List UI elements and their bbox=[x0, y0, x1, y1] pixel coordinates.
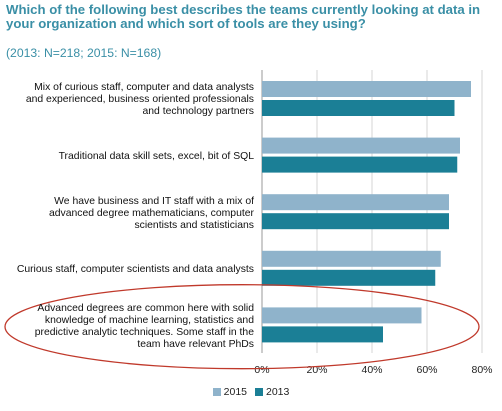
x-tick-label-0: 0% bbox=[254, 364, 269, 376]
category-label-2: Traditional data skill sets, excel, bit … bbox=[58, 150, 254, 162]
bar-2015-1 bbox=[262, 81, 471, 97]
bar-2013-2 bbox=[262, 156, 458, 173]
legend-swatch-2015 bbox=[212, 388, 221, 396]
x-tick-label-2: 40% bbox=[361, 364, 382, 376]
category-label-3: We have business and IT staff with a mix… bbox=[48, 195, 254, 231]
bar-2015-5 bbox=[262, 307, 422, 324]
legend: 2015 2013 bbox=[0, 386, 502, 398]
bar-2013-1 bbox=[262, 100, 455, 116]
bar-2015-3 bbox=[262, 194, 449, 211]
category-label-4: Curious staff, computer scientists and d… bbox=[16, 264, 254, 276]
bar-2015-2 bbox=[262, 137, 460, 154]
chart-title: Which of the following best describes th… bbox=[6, 2, 481, 31]
x-tick-label-4: 80% bbox=[471, 364, 492, 376]
legend-label-2013: 2013 bbox=[266, 386, 290, 398]
bar-2013-3 bbox=[262, 213, 449, 230]
bar-2013-5 bbox=[262, 326, 383, 343]
annotation-ellipse bbox=[4, 284, 480, 370]
bar-2013-4 bbox=[262, 269, 436, 286]
legend-swatch-2013 bbox=[255, 388, 263, 396]
category-label-1: Mix of curious staff, computer and data … bbox=[25, 82, 254, 118]
legend-label-2015: 2015 bbox=[223, 386, 247, 398]
chart-subtitle: (2013: N=218; 2015: N=168) bbox=[6, 46, 162, 60]
legend-item-2015: 2015 bbox=[212, 386, 247, 398]
legend-item-2013: 2013 bbox=[255, 386, 289, 398]
x-tick-label-3: 60% bbox=[416, 364, 437, 376]
category-label-5: Advanced degrees are common here with so… bbox=[34, 302, 254, 350]
bar-2015-4 bbox=[262, 250, 441, 267]
